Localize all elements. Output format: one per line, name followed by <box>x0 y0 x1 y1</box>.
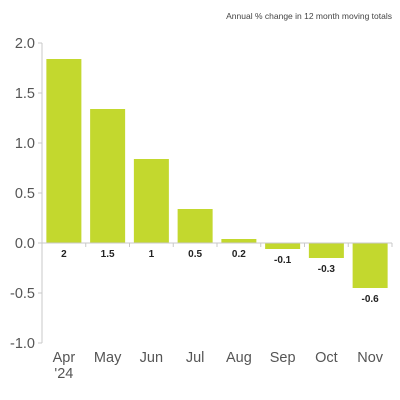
x-tick-label: May <box>94 350 122 366</box>
y-tick-label: 0.5 <box>15 186 35 202</box>
y-tick-label: 0.0 <box>15 236 35 252</box>
bar <box>221 239 257 243</box>
data-label: 1 <box>149 249 155 260</box>
y-tick-label: -1.0 <box>10 336 35 352</box>
data-label: -0.6 <box>362 294 380 305</box>
data-label: 0.2 <box>232 249 246 260</box>
bar <box>177 209 213 243</box>
x-tick-label: Jun <box>140 350 163 366</box>
data-label: 1.5 <box>101 249 115 260</box>
y-tick-label: 2.0 <box>15 36 35 52</box>
y-tick-label: -0.5 <box>10 286 35 302</box>
x-axis: Apr'24 May Jun Jul Aug Sep Oct Nov <box>42 242 393 382</box>
bar <box>352 243 388 288</box>
x-tick-label: Aug <box>226 350 252 366</box>
data-label: -0.1 <box>274 255 292 266</box>
data-label: 2 <box>61 249 67 260</box>
chart-title: Annual % change in 12 month moving total… <box>226 11 392 21</box>
bar <box>308 243 344 258</box>
x-tick-label: Oct <box>315 350 338 366</box>
x-tick-label: Sep <box>270 350 296 366</box>
y-tick-label: 1.5 <box>15 86 35 102</box>
y-tick-label: 1.0 <box>15 136 35 152</box>
bar <box>90 109 126 243</box>
bar <box>46 59 82 243</box>
x-tick-label: Nov <box>357 350 384 366</box>
x-tick-label: Apr <box>53 350 76 366</box>
data-label: 0.5 <box>188 249 202 260</box>
bars <box>46 59 388 288</box>
data-label: -0.3 <box>318 264 336 275</box>
x-tick-label: Jul <box>186 350 205 366</box>
data-labels: 2 1.5 1 0.5 0.2 -0.1 -0.3 -0.6 <box>61 249 379 305</box>
y-axis: 2.0 1.5 1.0 0.5 0.0 -0.5 -1.0 <box>10 36 43 352</box>
bar <box>133 159 169 243</box>
bar <box>265 243 301 249</box>
x-tick-label: '24 <box>54 366 73 382</box>
